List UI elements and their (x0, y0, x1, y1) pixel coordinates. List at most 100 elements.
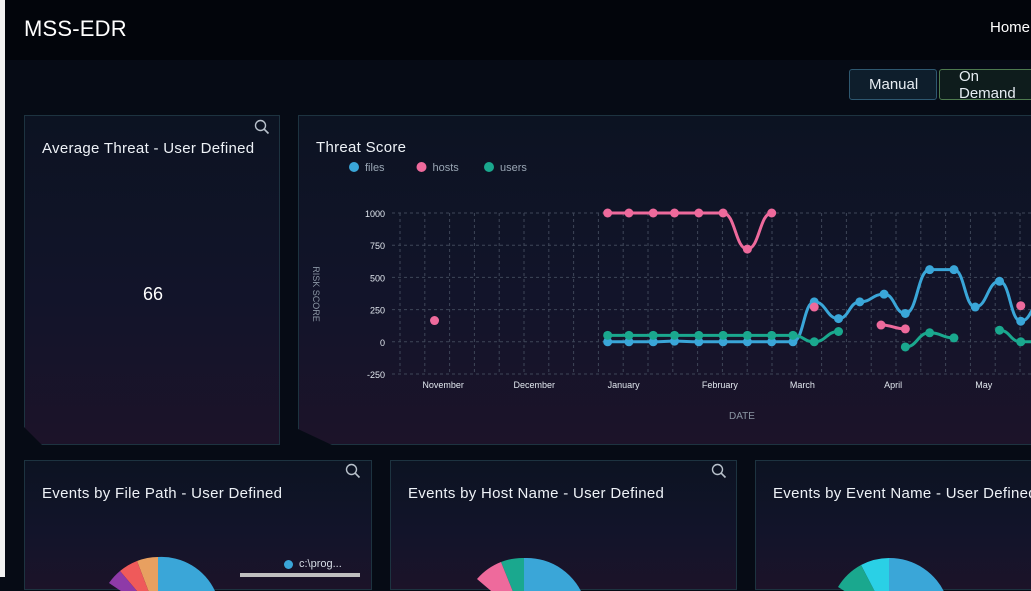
legend-dot (284, 559, 293, 569)
y-tick-label: 250 (370, 306, 385, 316)
nav-home-link[interactable]: Home (990, 19, 1031, 36)
horizontal-scrollbar[interactable] (240, 573, 360, 577)
y-axis-label: RISK SCORE (311, 266, 321, 322)
data-point-files (743, 337, 752, 346)
data-point-files (949, 265, 958, 274)
events-event-name-panel: Events by Event Name - User Defined (755, 460, 1031, 591)
threat-score-panel: Threat Score files hosts users 1000 750 500 25… (298, 115, 1031, 445)
x-tick-label: December (514, 380, 556, 390)
data-point-files (624, 337, 633, 346)
legend-marker (417, 162, 427, 172)
data-point-users (995, 326, 1004, 335)
search-icon[interactable] (711, 463, 727, 479)
data-point-users (767, 331, 776, 340)
y-tick-label: 1000 (365, 209, 385, 219)
data-point-users (649, 331, 658, 340)
data-point-files (649, 337, 658, 346)
data-point-users (603, 331, 612, 340)
data-point-hosts (430, 316, 439, 325)
legend-label: c:\prog... (299, 558, 342, 570)
data-point-users (719, 331, 728, 340)
series-line-files (608, 270, 1031, 342)
x-tick-label: January (608, 380, 641, 390)
x-tick-label: February (702, 380, 739, 390)
data-point-hosts (877, 321, 886, 330)
search-icon[interactable] (254, 119, 270, 135)
data-point-hosts (743, 245, 752, 254)
events-host-name-title: Events by Host Name - User Defined (408, 485, 665, 502)
data-point-files (788, 337, 797, 346)
data-point-files (971, 303, 980, 312)
events-file-path-title: Events by File Path - User Defined (42, 485, 283, 502)
data-point-users (694, 331, 703, 340)
app-title: MSS-EDR (24, 16, 127, 41)
legend-marker (484, 162, 494, 172)
legend-label: files (365, 162, 385, 174)
data-point-files (719, 337, 728, 346)
y-tick-label: 500 (370, 273, 385, 283)
x-axis-label: DATE (729, 411, 755, 422)
y-tick-label: 0 (380, 338, 385, 348)
y-tick-label: -250 (367, 370, 385, 380)
file-path-legend-item[interactable]: c:\prog... (284, 558, 342, 570)
legend-label: users (500, 162, 527, 174)
data-point-users (670, 331, 679, 340)
legend-label: hosts (433, 162, 460, 174)
data-point-hosts (810, 303, 819, 312)
data-point-users (810, 337, 819, 346)
data-point-files (603, 337, 612, 346)
average-threat-title: Average Threat - User Defined (42, 140, 255, 157)
average-threat-panel: Average Threat - User Defined 66 (24, 115, 280, 445)
data-point-hosts (1016, 301, 1025, 310)
window-edge (0, 0, 5, 577)
event-name-pie-chart (838, 557, 944, 591)
events-file-path-panel: Events by File Path - User Defined c:\pr… (24, 460, 372, 591)
pie-slice (524, 557, 581, 591)
threat-score-chart: files hosts users 1000 750 500 250 0 -250 Novembe… (299, 116, 1031, 446)
top-navbar: MSS-EDR Home (5, 0, 1031, 60)
x-tick-label: April (884, 380, 902, 390)
legend-marker (349, 162, 359, 172)
data-point-users (788, 331, 797, 340)
data-point-users (743, 331, 752, 340)
data-point-files (834, 314, 843, 323)
host-name-pie-chart (477, 557, 581, 591)
y-tick-label: 750 (370, 241, 385, 251)
data-point-users (901, 342, 910, 351)
data-point-files (995, 277, 1004, 286)
data-point-hosts (719, 209, 728, 218)
events-event-name-title: Events by Event Name - User Defined (773, 485, 1031, 502)
pie-slices (109, 556, 215, 591)
data-point-files (1016, 317, 1025, 326)
data-point-hosts (649, 209, 658, 218)
x-tick-label: November (422, 380, 464, 390)
data-point-files (767, 337, 776, 346)
data-point-hosts (694, 209, 703, 218)
data-point-users (925, 328, 934, 337)
search-icon[interactable] (345, 463, 361, 479)
data-point-users (949, 333, 958, 342)
pie-slice (889, 557, 944, 591)
data-point-files (925, 265, 934, 274)
data-point-hosts (603, 209, 612, 218)
average-threat-value: 66 (142, 284, 164, 304)
events-host-name-panel: Events by Host Name - User Defined (390, 460, 737, 591)
data-point-files (880, 290, 889, 299)
file-path-pie-chart (109, 556, 215, 591)
pie-slice (158, 556, 215, 591)
on-demand-button[interactable]: On Demand (939, 68, 1031, 102)
pie-slices (838, 557, 944, 591)
data-point-hosts (901, 324, 910, 333)
data-point-hosts (767, 209, 776, 218)
data-point-hosts (624, 209, 633, 218)
data-point-files (694, 337, 703, 346)
threat-score-title: Threat Score (316, 139, 407, 156)
x-tick-label: March (790, 380, 815, 390)
data-point-users (834, 327, 843, 336)
data-point-hosts (670, 209, 679, 218)
data-point-users (624, 331, 633, 340)
data-point-files (901, 309, 910, 318)
pie-slices (477, 557, 581, 591)
data-point-files (855, 297, 864, 306)
manual-button[interactable]: Manual (849, 69, 937, 100)
